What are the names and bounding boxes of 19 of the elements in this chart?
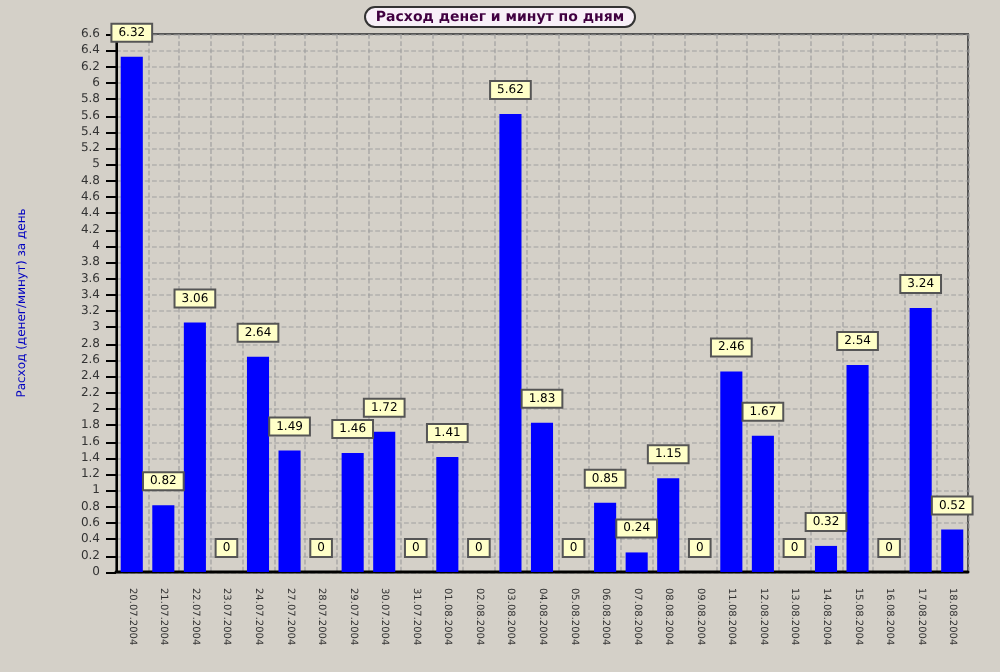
bar bbox=[751, 435, 774, 572]
bar bbox=[941, 529, 964, 572]
bar bbox=[594, 502, 617, 572]
bar bbox=[657, 478, 680, 572]
bar bbox=[720, 371, 743, 572]
bar bbox=[246, 356, 270, 572]
bar bbox=[278, 450, 301, 572]
bar bbox=[183, 322, 206, 572]
bar bbox=[846, 364, 869, 572]
bar bbox=[499, 113, 522, 572]
bar bbox=[530, 422, 554, 572]
bar bbox=[341, 452, 364, 572]
bar bbox=[909, 307, 932, 572]
bar bbox=[625, 552, 648, 572]
bar bbox=[373, 431, 396, 572]
bar bbox=[152, 505, 175, 572]
bar bbox=[814, 545, 838, 572]
bar bbox=[436, 457, 459, 572]
bar bbox=[120, 56, 143, 572]
